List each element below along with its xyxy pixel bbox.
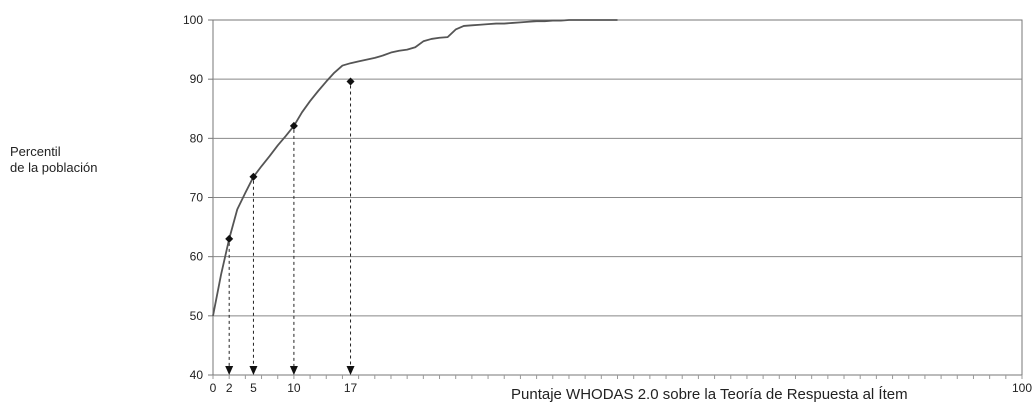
drop-arrowhead bbox=[346, 366, 355, 375]
x-tick-label: 5 bbox=[250, 381, 257, 395]
drop-arrowhead bbox=[289, 366, 298, 375]
data-point-marker bbox=[225, 234, 234, 243]
y-axis-title: Percentil de la población bbox=[10, 144, 97, 176]
data-point-marker bbox=[289, 121, 298, 130]
data-point-marker bbox=[249, 172, 258, 181]
x-tick-label: 100 bbox=[1012, 381, 1032, 395]
data-point-marker bbox=[346, 77, 355, 86]
x-tick-label: 0 bbox=[210, 381, 217, 395]
y-tick-label: 90 bbox=[190, 72, 204, 86]
drop-arrowhead bbox=[225, 366, 234, 375]
series-line bbox=[212, 19, 618, 317]
y-tick-label: 60 bbox=[190, 250, 204, 264]
y-tick-label: 40 bbox=[190, 368, 204, 382]
drop-arrowhead bbox=[249, 366, 258, 375]
y-axis-title-line-2: de la población bbox=[10, 160, 98, 175]
y-tick-label: 70 bbox=[190, 191, 204, 205]
x-tick-label: 17 bbox=[344, 381, 358, 395]
y-axis-title-line-1: Percentil bbox=[10, 144, 61, 159]
y-tick-label: 80 bbox=[190, 131, 204, 145]
x-tick-label: 10 bbox=[287, 381, 301, 395]
y-tick-label: 100 bbox=[183, 13, 203, 27]
x-tick-label: 2 bbox=[226, 381, 233, 395]
y-tick-label: 50 bbox=[190, 309, 204, 323]
x-axis-title: Puntaje WHODAS 2.0 sobre la Teoría de Re… bbox=[511, 386, 908, 403]
